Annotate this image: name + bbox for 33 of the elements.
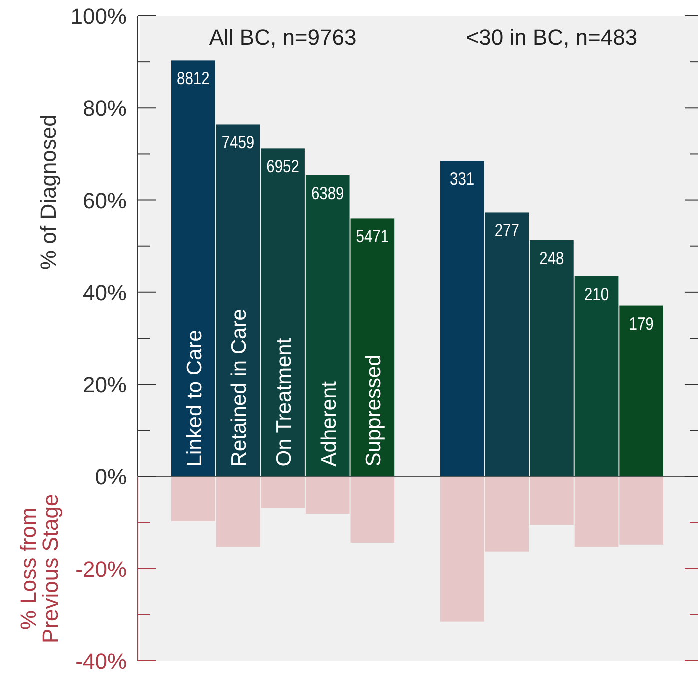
annotation: <30 in BC, n=483 xyxy=(466,25,638,50)
x-tick-label: Linked to Care xyxy=(183,330,206,467)
y-tick-label: 0% xyxy=(95,464,127,490)
annotation: All BC, n=9763 xyxy=(209,25,357,50)
annotation: 210 xyxy=(584,284,610,305)
annotation: 5471 xyxy=(356,227,390,248)
bar xyxy=(620,306,664,477)
bar xyxy=(172,60,216,477)
bar xyxy=(306,175,350,477)
annotation: 6952 xyxy=(266,157,300,178)
x-tick-label: Adherent xyxy=(318,381,341,467)
x-tick-label: Retained in Care xyxy=(228,309,252,467)
annotation: 7459 xyxy=(222,133,255,154)
y-tick-label: 20% xyxy=(82,372,127,398)
annotation: 331 xyxy=(450,170,475,190)
bar xyxy=(350,218,395,477)
y-tick-label: 40% xyxy=(82,280,127,306)
text: % Loss from Previous Stage xyxy=(16,494,63,644)
bar xyxy=(574,276,619,477)
y-tick-label: 100% xyxy=(70,4,127,29)
bar xyxy=(440,161,484,477)
annotation: 277 xyxy=(494,221,520,242)
annotation: 6389 xyxy=(311,184,344,204)
y-tick-label: 80% xyxy=(82,96,127,122)
x-tick-label: On Treatment xyxy=(273,338,296,467)
annotation: 8812 xyxy=(177,69,210,90)
y-axis-title: % of Diagnosed xyxy=(36,114,61,270)
annotation: 248 xyxy=(540,249,564,269)
y-tick-label: -20% xyxy=(76,556,127,582)
x-tick-label: Suppressed xyxy=(362,354,386,467)
y-tick-label: 60% xyxy=(82,188,127,214)
y-tick-label: -40% xyxy=(76,649,127,674)
annotation: 179 xyxy=(629,314,654,334)
